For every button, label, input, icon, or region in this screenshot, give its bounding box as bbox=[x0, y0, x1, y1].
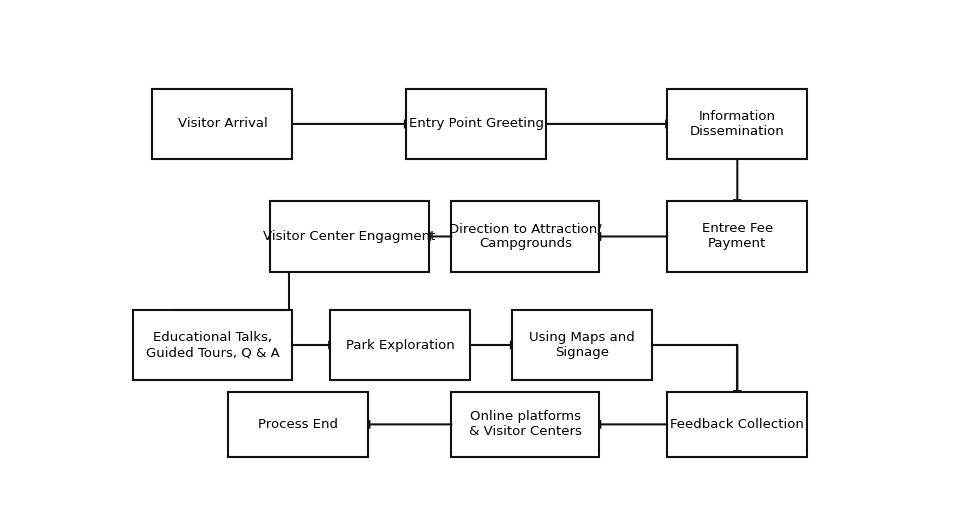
Text: Visitor Center Engagment: Visitor Center Engagment bbox=[263, 230, 436, 243]
Bar bbox=[667, 201, 807, 271]
Text: Park Exploration: Park Exploration bbox=[346, 338, 454, 351]
Bar bbox=[667, 392, 807, 457]
Bar bbox=[451, 201, 599, 271]
Bar bbox=[512, 310, 653, 380]
Text: Entree Fee
Payment: Entree Fee Payment bbox=[701, 222, 773, 251]
Text: Educational Talks,
Guided Tours, Q & A: Educational Talks, Guided Tours, Q & A bbox=[147, 331, 279, 359]
Bar bbox=[406, 89, 546, 159]
Text: Process End: Process End bbox=[258, 418, 338, 431]
Text: Visitor Arrival: Visitor Arrival bbox=[178, 117, 268, 130]
Text: Information
Dissemination: Information Dissemination bbox=[690, 110, 785, 138]
Text: Direction to Attraction/
Campgrounds: Direction to Attraction/ Campgrounds bbox=[449, 222, 602, 251]
Bar bbox=[330, 310, 471, 380]
Bar bbox=[667, 89, 807, 159]
Bar bbox=[152, 89, 292, 159]
Text: Entry Point Greeting: Entry Point Greeting bbox=[408, 117, 543, 130]
Text: Using Maps and
Signage: Using Maps and Signage bbox=[530, 331, 635, 359]
Text: Online platforms
& Visitor Centers: Online platforms & Visitor Centers bbox=[469, 410, 581, 438]
Text: Feedback Collection: Feedback Collection bbox=[670, 418, 804, 431]
Bar bbox=[229, 392, 368, 457]
Bar bbox=[270, 201, 429, 271]
Bar bbox=[134, 310, 292, 380]
Bar bbox=[451, 392, 599, 457]
